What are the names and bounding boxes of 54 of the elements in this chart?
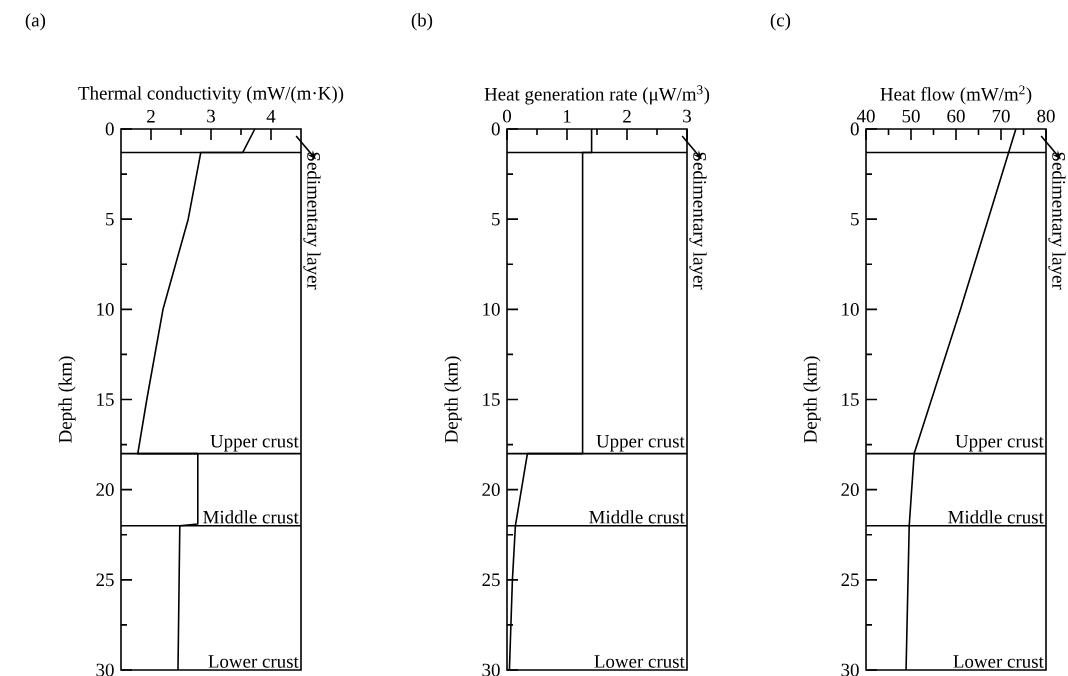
y-axis-title: Depth (km): [444, 356, 462, 443]
x-tick-label: 80: [1037, 109, 1055, 123]
annotation: Lower crust: [594, 655, 685, 668]
y-tick-label: 10: [97, 302, 114, 316]
annotation: Lower crust: [953, 655, 1044, 668]
text: Sedimentary layer: [1048, 152, 1066, 290]
annotation: Middle crust: [203, 510, 299, 524]
x-tick-label: 40: [856, 109, 875, 123]
text: Sedimentary layer: [689, 152, 707, 290]
y-tick-label: 25: [482, 573, 500, 587]
y-tick-label: 10: [483, 302, 500, 316]
x-tick-label: 3: [683, 109, 691, 123]
y-tick-label: 20: [482, 483, 500, 497]
y-tick-label: 20: [841, 483, 859, 497]
y-tick-label: 30: [841, 663, 859, 676]
y-tick-label: 20: [96, 483, 114, 497]
x-tick-label: 4: [266, 110, 276, 123]
annotation: Middle crust: [589, 510, 685, 524]
y-tick-label: 25: [841, 573, 859, 587]
x-tick-label: 60: [947, 109, 965, 123]
annotation: Upper crust: [210, 434, 299, 452]
annotation: Middle crust: [948, 510, 1044, 524]
chart-title: (c): [770, 13, 791, 31]
y-axis-title: Depth (km): [803, 356, 821, 443]
annotation: Upper crust: [955, 434, 1044, 452]
x-tick-label: 2: [147, 109, 155, 123]
y-axis-title: Depth (km): [58, 356, 76, 443]
y-tick-label: 15: [842, 393, 859, 406]
y-tick-label: 10: [842, 302, 859, 316]
y-tick-label: 0: [850, 122, 859, 136]
x-tick-label: 70: [992, 109, 1010, 123]
text: Sedimentary layer: [303, 152, 321, 290]
y-tick-label: 15: [97, 393, 114, 406]
chart-title: (b): [411, 13, 433, 31]
y-tick-label: 25: [96, 573, 114, 587]
y-tick-label: 0: [491, 122, 500, 136]
x-axis-title: Thermal conductivity (mW/(m·K)): [78, 86, 344, 104]
annotation: Lower crust: [208, 655, 299, 668]
y-tick-label: 5: [492, 212, 500, 226]
x-tick-label: 50: [902, 109, 920, 123]
annotation: Upper crust: [596, 434, 685, 452]
x-axis-title: Heat flow (mW/m$^{2}$): [880, 85, 1032, 105]
x-axis-title: Heat generation rate (μW/m$^{3}$): [484, 85, 710, 105]
x-tick-label: 1: [563, 110, 571, 123]
x-tick-label: 0: [502, 109, 512, 123]
x-tick-label: 3: [207, 109, 215, 123]
y-tick-label: 30: [482, 663, 500, 676]
x-tick-label: 2: [623, 109, 631, 123]
y-tick-label: 5: [851, 212, 859, 226]
y-tick-label: 5: [106, 212, 114, 226]
y-tick-label: 15: [483, 393, 500, 406]
y-tick-label: 0: [105, 122, 114, 136]
chart-title: (a): [25, 13, 46, 31]
y-tick-label: 30: [96, 663, 114, 676]
